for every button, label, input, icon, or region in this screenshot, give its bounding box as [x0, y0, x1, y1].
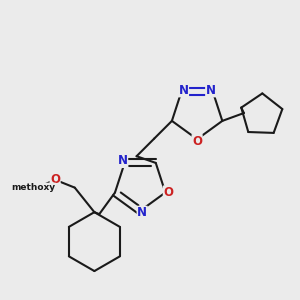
Text: N: N [206, 84, 216, 97]
Text: N: N [118, 154, 128, 167]
Text: O: O [163, 186, 173, 199]
Text: O: O [192, 135, 202, 148]
Text: methoxy: methoxy [11, 183, 55, 192]
Text: N: N [178, 84, 188, 97]
Text: N: N [137, 206, 147, 219]
Text: O: O [50, 173, 60, 186]
